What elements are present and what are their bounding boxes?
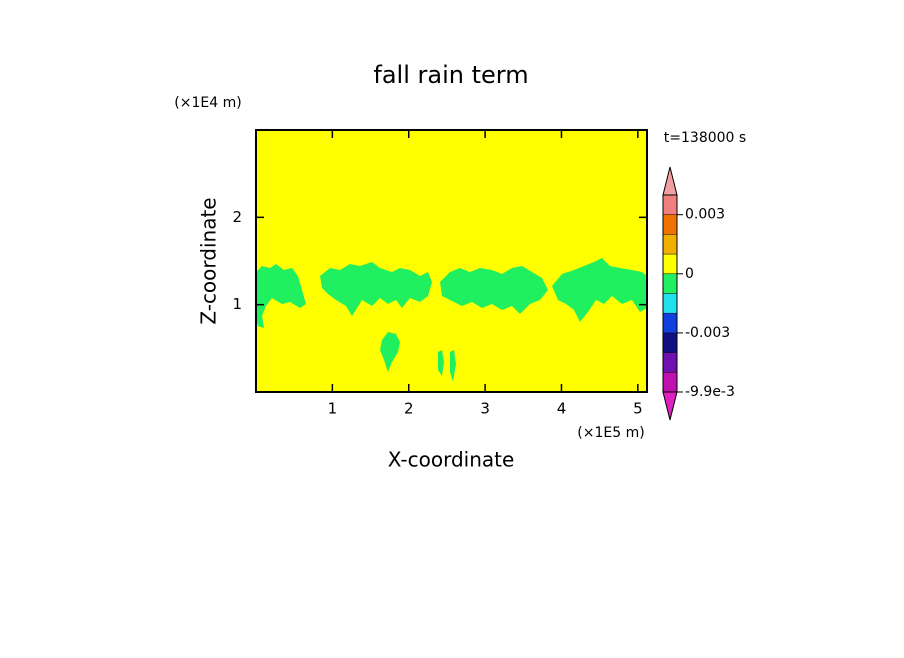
colorbar-segment — [663, 313, 677, 333]
time-label: t=138000 s — [664, 130, 746, 146]
y-tick-label: 2 — [232, 208, 242, 226]
field-background — [256, 130, 647, 392]
contour-region — [438, 350, 444, 376]
colorbar-segment — [663, 293, 677, 314]
x-tick-label: 3 — [480, 400, 490, 418]
colorbar-segment — [663, 352, 677, 373]
colorbar-label: 0 — [685, 266, 694, 282]
x-tick-label: 5 — [633, 400, 643, 418]
colorbar-segment — [663, 214, 677, 235]
colorbar-segment — [663, 254, 677, 274]
colorbar-label: -9.9e-3 — [685, 384, 735, 400]
colorbar-segment — [663, 332, 677, 353]
colorbar-frame — [662, 194, 678, 393]
contour-region — [450, 350, 456, 382]
colorbar-label: 0.003 — [685, 207, 725, 223]
x-tick-label: 2 — [404, 400, 414, 418]
colorbar-segment — [663, 195, 677, 215]
colorbar-segment — [663, 273, 677, 294]
colorbar-label: -0.003 — [685, 325, 730, 341]
x-unit: (×1E5 m) — [577, 425, 644, 441]
x-tick-label: 1 — [328, 400, 338, 418]
contour-region — [256, 264, 306, 328]
colorbar-segment — [663, 372, 677, 392]
plot-frame — [255, 129, 648, 393]
contour-region — [440, 266, 548, 314]
x-tick-label: 4 — [557, 400, 567, 418]
colorbar-segment — [663, 234, 677, 255]
colorbar-extension — [662, 391, 678, 421]
contour-region — [320, 262, 432, 316]
contour-region — [552, 258, 647, 322]
contour-regions — [256, 258, 647, 382]
colorbar-extension — [662, 166, 678, 196]
y-unit: (×1E4 m) — [174, 95, 241, 111]
x-axis-label: X-coordinate — [388, 448, 515, 472]
y-axis-label: Z-coordinate — [197, 197, 221, 324]
contour-region — [380, 332, 400, 372]
chart-title: fall rain term — [373, 61, 528, 89]
y-tick-label: 1 — [232, 295, 242, 313]
